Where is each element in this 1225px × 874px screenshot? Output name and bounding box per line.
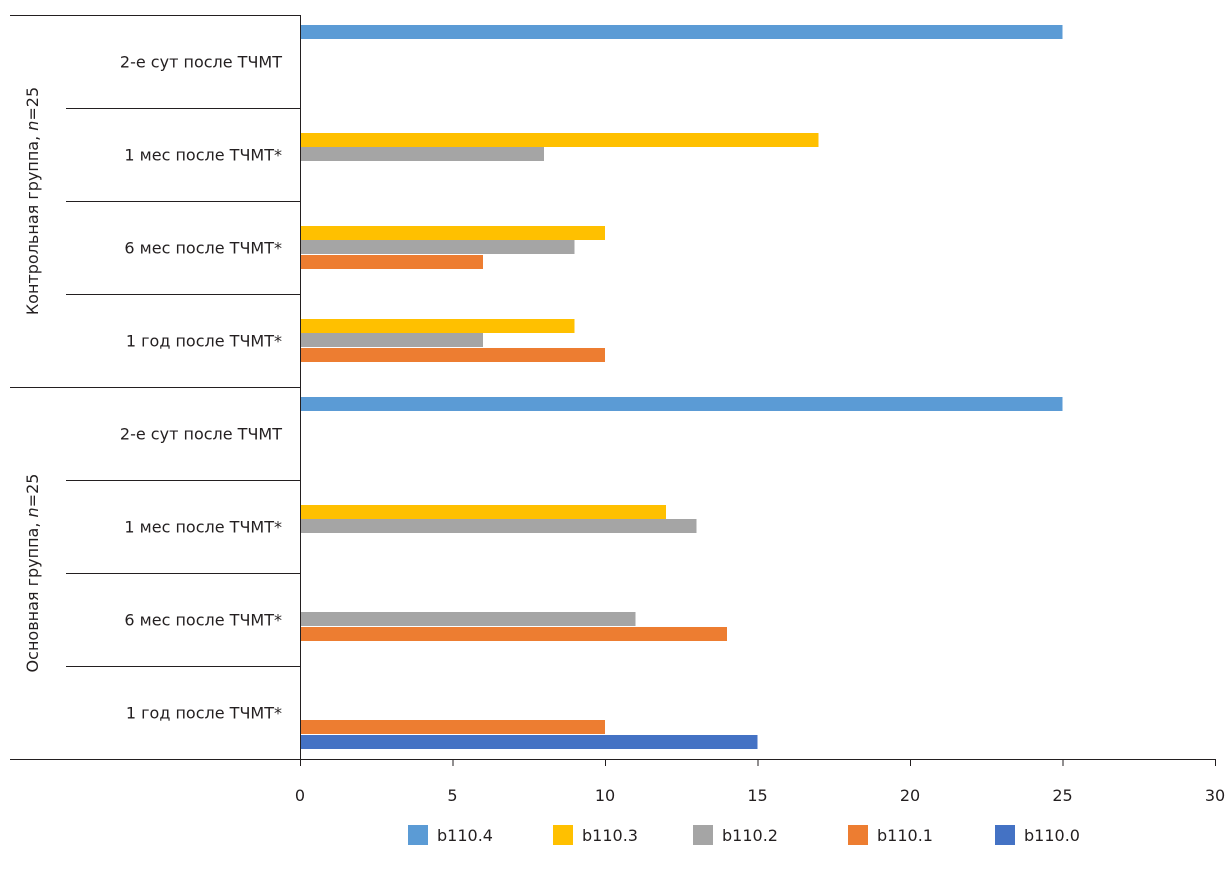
plot-area: 0 5 10 15 20 25 30 2-е сут после ТЧМТ 1 мес посл… [10,15,1225,805]
legend-swatch [408,825,428,845]
bar-b110-2 [301,519,697,533]
category-label: 1 год после ТЧМТ* [126,704,282,723]
category-label: 1 мес после ТЧМТ* [124,518,282,537]
legend-label: b110.2 [722,826,778,845]
x-tick-label: 5 [447,786,457,805]
legend-label: b110.0 [1024,826,1080,845]
x-tick-label: 25 [1052,786,1072,805]
x-tick-label: 30 [1205,786,1225,805]
legend-swatch [553,825,573,845]
x-tick-label: 10 [595,786,615,805]
group-label: Основная группа, n=25 [23,474,42,673]
legend-label: b110.3 [582,826,638,845]
bar-b110-3 [301,133,819,147]
group-label: Контрольная группа, n=25 [23,87,42,315]
bar-b110-3 [301,505,666,519]
bar-b110-2 [301,612,636,626]
bar-b110-2 [301,240,575,254]
x-tick-label: 15 [747,786,767,805]
category-label: 2-е сут после ТЧМТ [120,53,282,72]
group-label-main: Основная группа, [23,517,42,672]
category-label: 1 год после ТЧМТ* [126,332,282,351]
category-label: 1 мес после ТЧМТ* [124,146,282,165]
bar-b110-2 [301,147,544,161]
category-label: 6 мес после ТЧМТ* [124,239,282,258]
bar-b110-1 [301,720,605,734]
category-label: 6 мес после ТЧМТ* [124,611,282,630]
legend: b110.4 b110.3 b110.2 b110.1 b110.0 [408,825,1080,845]
category-label: 2-е сут после ТЧМТ [120,425,282,444]
bar-b110-1 [301,348,605,362]
group-label-n: n [23,121,42,131]
x-tick-label: 20 [900,786,920,805]
group-label-tail: =25 [23,87,42,121]
bar-b110-2 [301,333,483,347]
bar-b110-4 [301,25,1063,39]
legend-label: b110.1 [877,826,933,845]
bar-b110-1 [301,255,483,269]
legend-swatch [995,825,1015,845]
bar-b110-3 [301,226,605,240]
x-tick-label: 0 [295,786,305,805]
bar-b110-4 [301,397,1063,411]
group-label-main: Контрольная группа, [23,131,42,315]
group-label-n: n [23,507,42,517]
bar-b110-0 [301,735,758,749]
bar-b110-1 [301,627,727,641]
legend-swatch [848,825,868,845]
legend-swatch [693,825,713,845]
bar-b110-3 [301,319,575,333]
group-label-tail: =25 [23,474,42,508]
legend-label: b110.4 [437,826,493,845]
